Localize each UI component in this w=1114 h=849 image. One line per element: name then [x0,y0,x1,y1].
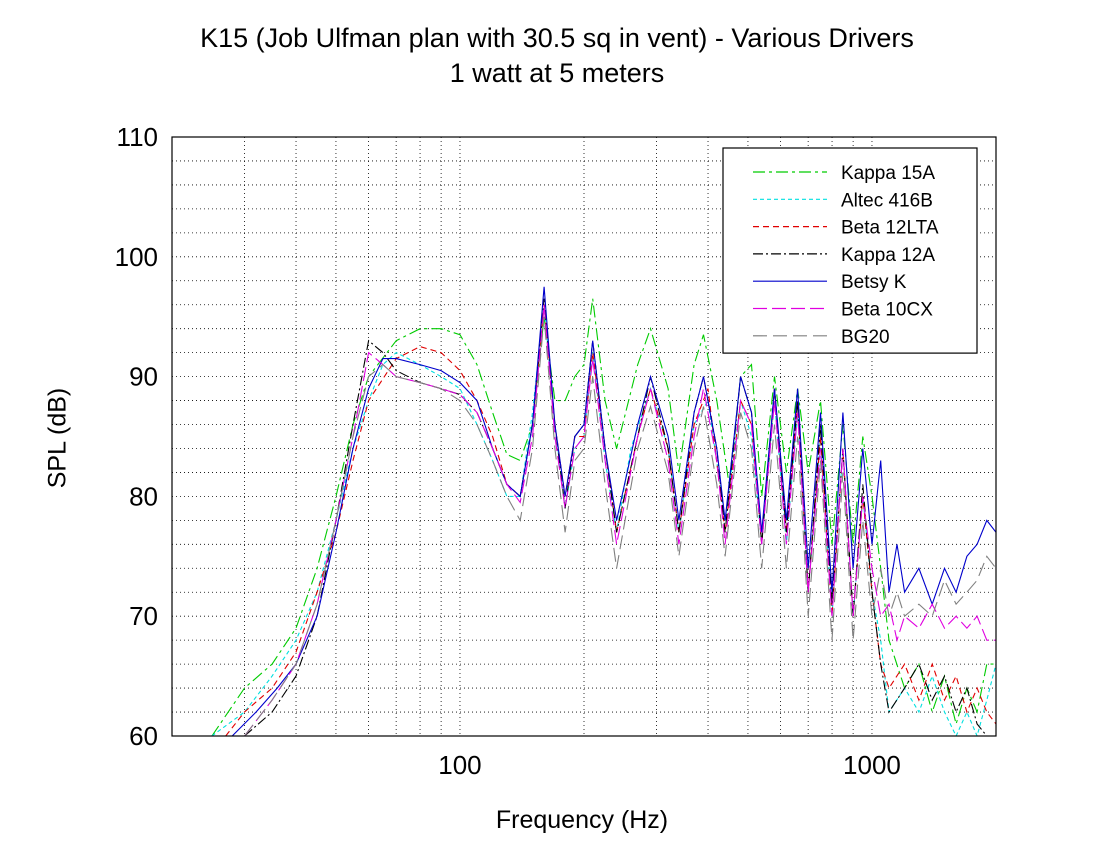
legend-label: Altec 416B [841,190,933,211]
y-tick-label: 100 [115,242,158,272]
legend-label: Beta 10CX [841,300,933,321]
y-tick-label: 80 [129,481,158,511]
series-line [231,286,996,736]
series-line [244,298,996,736]
legend-label: Betsy K [841,272,907,293]
legend: Kappa 15A Altec 416B Beta 12LTA Kappa 12A Be… [722,147,978,354]
series-line [211,298,996,736]
plot-area [171,136,997,737]
legend-label: BG20 [841,327,890,348]
legend-label: Kappa 15A [841,163,935,184]
y-tick-label: 110 [117,122,158,152]
series-line [244,304,996,736]
y-tick-label: 60 [129,721,158,751]
series-line [211,304,996,736]
chart-subtitle: 1 watt at 5 meters [449,58,665,88]
legend-box [722,147,978,354]
series-line [225,304,996,736]
tick-labels: 60 70 80 90 100 110 100 1000 [115,122,901,780]
x-tick-label: 100 [438,750,481,780]
y-axis-label: SPL (dB) [43,387,72,489]
x-axis-label: Frequency (Hz) [495,806,669,834]
y-tick-label: 70 [129,601,158,631]
series-layer [211,286,996,736]
legend-label: Kappa 12A [841,245,935,266]
legend-label: Beta 12LTA [841,218,939,239]
y-tick-label: 90 [129,362,158,392]
chart-title: K15 (Job Ulfman plan with 30.5 sq in ven… [200,23,914,53]
series-line [244,316,996,736]
x-tick-label: 1000 [843,750,901,780]
